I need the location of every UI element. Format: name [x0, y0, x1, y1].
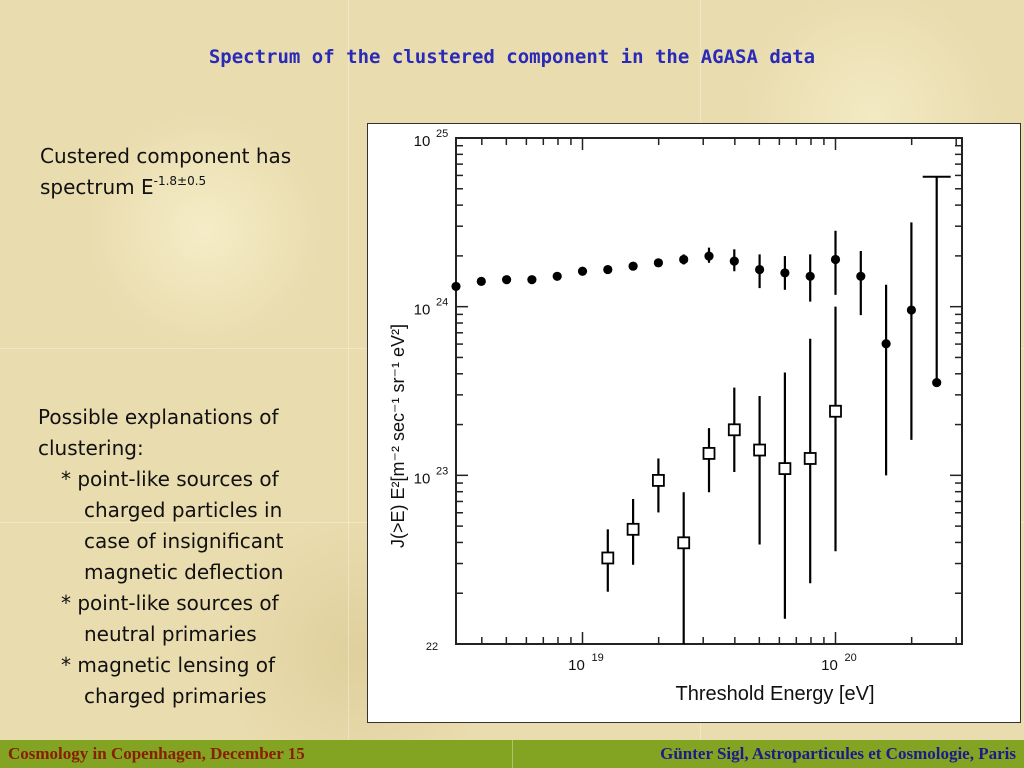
error-bars: [606, 175, 951, 644]
data-point-filled: [628, 261, 638, 271]
data-point-filled: [603, 264, 613, 275]
data-point-filled: [830, 254, 841, 265]
data-point-filled: [704, 251, 714, 261]
data-point-filled: [881, 339, 891, 349]
y-tick-label-base: 10: [414, 302, 431, 319]
spectrum-line-2: spectrum E-1.8±0.5: [40, 172, 291, 203]
bullet-line: * point-like sources of: [61, 467, 279, 491]
footer-bar: Cosmology in Copenhagen, December 15 Gün…: [0, 740, 1024, 768]
bullet-line: magnetic deflection: [84, 560, 284, 584]
data-point-open: [702, 447, 716, 460]
data-point-open: [829, 404, 842, 418]
bullet-line: charged particles in: [84, 498, 283, 522]
y-tick-label-base: 10: [414, 133, 431, 150]
x-axis-label: Threshold Energy [eV]: [676, 683, 875, 705]
data-point-filled: [502, 275, 512, 285]
data-point-filled: [755, 264, 765, 275]
bullet-line: case of insignificant: [84, 529, 284, 553]
footer-event: Cosmology in Copenhagen, December 15: [8, 744, 305, 763]
texture-seam: [348, 0, 349, 740]
bullet-point-sources-neutral: * point-like sources of neutral primarie…: [38, 588, 283, 650]
data-point-open: [778, 462, 792, 475]
tick-marks: [456, 137, 962, 645]
data-point-filled: [577, 266, 588, 276]
slide-title: Spectrum of the clustered component in t…: [208, 46, 816, 68]
chart-frame: 10 19 10 20 22 10 23 10 24 10 25 Threshold Energy …: [367, 123, 1021, 723]
bullet-point-sources-charged: * point-like sources of charged particle…: [38, 464, 283, 588]
explanations-list: Possible explanations of clustering: * p…: [38, 402, 283, 712]
data-point-open: [753, 443, 767, 457]
data-point-filled: [527, 275, 537, 285]
data-point-filled: [552, 271, 562, 281]
axes: [455, 137, 963, 645]
spectrum-exponent: -1.8±0.5: [153, 174, 207, 188]
data-point-filled: [906, 305, 917, 315]
data-point-filled: [476, 276, 486, 286]
data-point-open: [727, 423, 741, 437]
data-points: [451, 251, 942, 565]
data-point-filled: [679, 254, 689, 265]
x-tick-label-base: 10: [568, 657, 585, 674]
y-tick-label-exponent: 25: [436, 128, 448, 140]
x-tick-label-base: 10: [821, 657, 838, 674]
data-point-open: [677, 536, 691, 550]
data-point-open: [651, 473, 665, 487]
spectrum-label: spectrum E: [40, 175, 154, 199]
data-point-filled: [451, 281, 461, 292]
footer-author: Günter Sigl, Astroparticules et Cosmolog…: [660, 744, 1016, 763]
bullet-line: * point-like sources of: [61, 591, 279, 615]
data-point-open: [803, 452, 817, 465]
data-point-filled: [780, 268, 790, 278]
y-tick-label-exponent: 24: [436, 297, 448, 309]
cluster-spectrum-text: Custered component has spectrum E-1.8±0.…: [40, 141, 291, 203]
plot-frame: [455, 137, 963, 645]
bullet-line: * magnetic lensing of: [61, 653, 276, 677]
explanations-heading-line-1: Possible explanations of: [38, 405, 279, 429]
y-tick-label-exponent: 22: [426, 641, 438, 653]
spectrum-line-1: Custered component has: [40, 144, 292, 168]
spectrum-chart: 10 19 10 20 22 10 23 10 24 10 25 Threshold Energy …: [388, 128, 963, 705]
data-point-filled: [856, 271, 866, 281]
bullet-line: neutral primaries: [84, 622, 257, 646]
y-tick-label-base: 10: [414, 470, 431, 487]
x-tick-label-exponent: 20: [845, 652, 857, 664]
data-point-open: [601, 551, 615, 565]
data-point-filled: [653, 258, 663, 268]
bullet-line: charged primaries: [84, 684, 267, 708]
tick-labels: 10 19 10 20 22 10 23 10 24 10 25: [414, 128, 857, 674]
data-point-filled: [805, 271, 815, 281]
footer-divider: [512, 740, 513, 768]
data-point-open: [626, 522, 640, 536]
x-tick-label-exponent: 19: [592, 652, 604, 664]
data-point-filled: [729, 256, 739, 266]
bullet-magnetic-lensing: * magnetic lensing of charged primaries: [38, 650, 283, 712]
y-tick-label-exponent: 23: [436, 465, 448, 477]
explanations-heading-line-2: clustering:: [38, 436, 144, 460]
data-point-filled: [932, 377, 942, 388]
y-axis-label: J(>E) E²[m⁻² sec⁻¹ sr⁻¹ eV²]: [388, 324, 408, 548]
